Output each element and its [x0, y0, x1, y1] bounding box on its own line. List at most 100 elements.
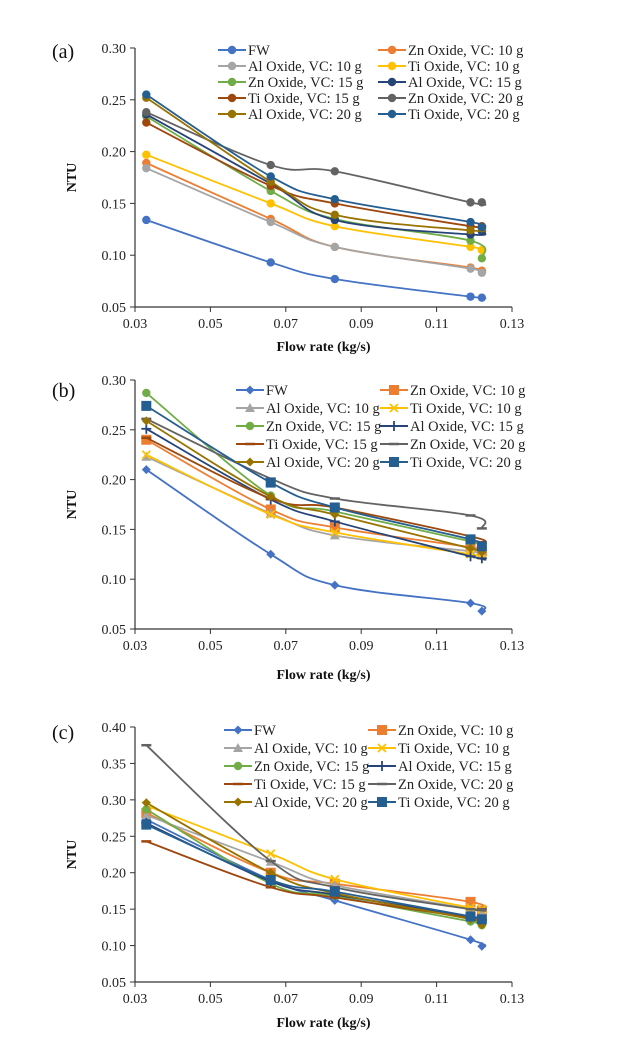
y-tick-label: 0.25: [102, 830, 127, 845]
data-point-marker: [466, 242, 475, 252]
legend-label: Al Oxide, VC: 20 g: [248, 107, 362, 123]
legend-marker: [233, 797, 243, 807]
data-point-marker: [465, 911, 476, 922]
legend-item: Al Oxide, VC: 10 g: [236, 401, 380, 417]
legend-item: FW: [236, 383, 288, 399]
legend: FW Zn Oxide, VC: 10 g Al Oxide, VC: 10 g Ti…: [218, 43, 523, 123]
y-tick-label: 0.35: [102, 757, 127, 772]
y-tick-label: 0.20: [102, 146, 127, 161]
data-point-marker: [466, 198, 475, 207]
y-tick-label: 0.15: [102, 903, 127, 918]
data-point-marker: [141, 434, 152, 445]
legend-label: Zn Oxide, VC: 20 g: [408, 91, 523, 107]
legend-label: Zn Oxide, VC: 20 g: [410, 437, 525, 453]
legend-item: FW: [224, 723, 276, 739]
legend-label: Zn Oxide, VC: 10 g: [410, 383, 525, 399]
legend-item: Zn Oxide, VC: 15 g: [218, 75, 363, 91]
panel-label: (b): [52, 380, 75, 402]
legend-item: Ti Oxide, VC: 20 g: [380, 455, 522, 471]
legend-item: Zn Oxide, VC: 20 g: [378, 91, 523, 107]
data-point-marker: [477, 223, 487, 232]
data-point-marker: [466, 935, 476, 945]
legend-label: Zn Oxide, VC: 15 g: [254, 759, 369, 775]
legend-item: Zn Oxide, VC: 10 g: [380, 383, 525, 399]
y-tick-label: 0.20: [102, 474, 127, 489]
legend-marker: [389, 421, 399, 431]
data-point-marker: [266, 160, 275, 170]
legend-label: Ti Oxide, VC: 15 g: [266, 437, 378, 453]
series-7: [141, 743, 487, 912]
legend-marker: [245, 457, 255, 467]
legend-marker: [387, 61, 397, 71]
data-point-marker: [266, 492, 276, 502]
x-tick-label: 0.03: [123, 639, 148, 654]
data-point-marker: [330, 210, 340, 219]
series-5: [141, 423, 487, 564]
data-point-marker: [142, 163, 151, 173]
y-tick-label: 0.05: [102, 976, 127, 991]
data-point-marker: [466, 543, 476, 553]
legend-item: Ti Oxide, VC: 10 g: [378, 59, 520, 75]
series-line: [145, 420, 487, 554]
legend-marker: [377, 797, 387, 807]
y-tick-label: 0.15: [102, 197, 127, 212]
data-point-marker: [465, 534, 476, 545]
legend-item: Al Oxide, VC: 20 g: [218, 107, 362, 123]
data-point-marker: [266, 849, 276, 859]
data-point-marker: [477, 606, 487, 616]
legend-label: Al Oxide, VC: 15 g: [410, 419, 524, 435]
legend-label: FW: [248, 43, 270, 59]
x-tick-label: 0.13: [500, 992, 525, 1007]
legend-item: Al Oxide, VC: 15 g: [378, 75, 522, 91]
data-point-marker: [330, 580, 340, 590]
panel-label: (c): [52, 722, 74, 744]
data-point-marker: [477, 293, 487, 302]
data-point-marker: [266, 509, 276, 520]
x-tick-label: 0.03: [123, 317, 148, 332]
legend-item: FW: [218, 43, 270, 59]
legend-label: Ti Oxide, VC: 20 g: [398, 795, 510, 811]
legend-item: Zn Oxide, VC: 10 g: [368, 723, 513, 739]
y-axis-title: NTU: [65, 490, 80, 520]
x-tick-label: 0.13: [500, 317, 525, 332]
legend-item: Ti Oxide, VC: 15 g: [236, 437, 378, 453]
x-tick-label: 0.09: [349, 639, 374, 654]
data-point-marker: [466, 226, 475, 235]
legend-marker: [377, 725, 387, 735]
data-point-marker: [142, 118, 151, 127]
series-line: [145, 468, 487, 612]
x-tick-label: 0.07: [274, 992, 299, 1007]
x-tick-label: 0.07: [274, 639, 299, 654]
data-point-marker: [466, 292, 475, 301]
data-point-marker: [266, 217, 275, 227]
legend-marker: [387, 109, 397, 119]
legend-marker: [377, 743, 387, 753]
legend-marker: [387, 93, 397, 103]
legend-label: Ti Oxide, VC: 10 g: [410, 401, 522, 417]
data-point-marker: [142, 805, 151, 814]
data-point-marker: [330, 242, 340, 252]
legend-item: Ti Oxide, VC: 20 g: [378, 107, 520, 123]
data-point-marker: [266, 258, 275, 267]
y-tick-label: 0.05: [102, 301, 127, 316]
x-tick-label: 0.11: [425, 639, 449, 654]
x-axis-title: Flow rate (kg/s): [276, 668, 370, 683]
legend-item: Al Oxide, VC: 10 g: [218, 59, 362, 75]
y-tick-label: 0.10: [102, 940, 127, 955]
legend-marker: [245, 421, 255, 431]
data-point-marker: [142, 108, 151, 117]
legend: FW Zn Oxide, VC: 10 g Al Oxide, VC: 10 g Ti…: [236, 383, 525, 471]
legend-label: Al Oxide, VC: 20 g: [254, 795, 368, 811]
x-tick-label: 0.05: [198, 992, 223, 1007]
data-point-marker: [266, 868, 276, 878]
data-point-marker: [141, 416, 151, 426]
legend-label: Zn Oxide, VC: 10 g: [408, 43, 523, 59]
y-tick-label: 0.30: [102, 374, 127, 389]
legend-marker: [245, 403, 255, 412]
data-point-marker: [476, 541, 487, 552]
legend-marker: [233, 725, 243, 735]
legend-item: Ti Oxide, VC: 10 g: [368, 741, 510, 757]
y-tick-label: 0.10: [102, 249, 127, 264]
data-point-marker: [476, 914, 487, 925]
data-point-marker: [142, 388, 151, 398]
